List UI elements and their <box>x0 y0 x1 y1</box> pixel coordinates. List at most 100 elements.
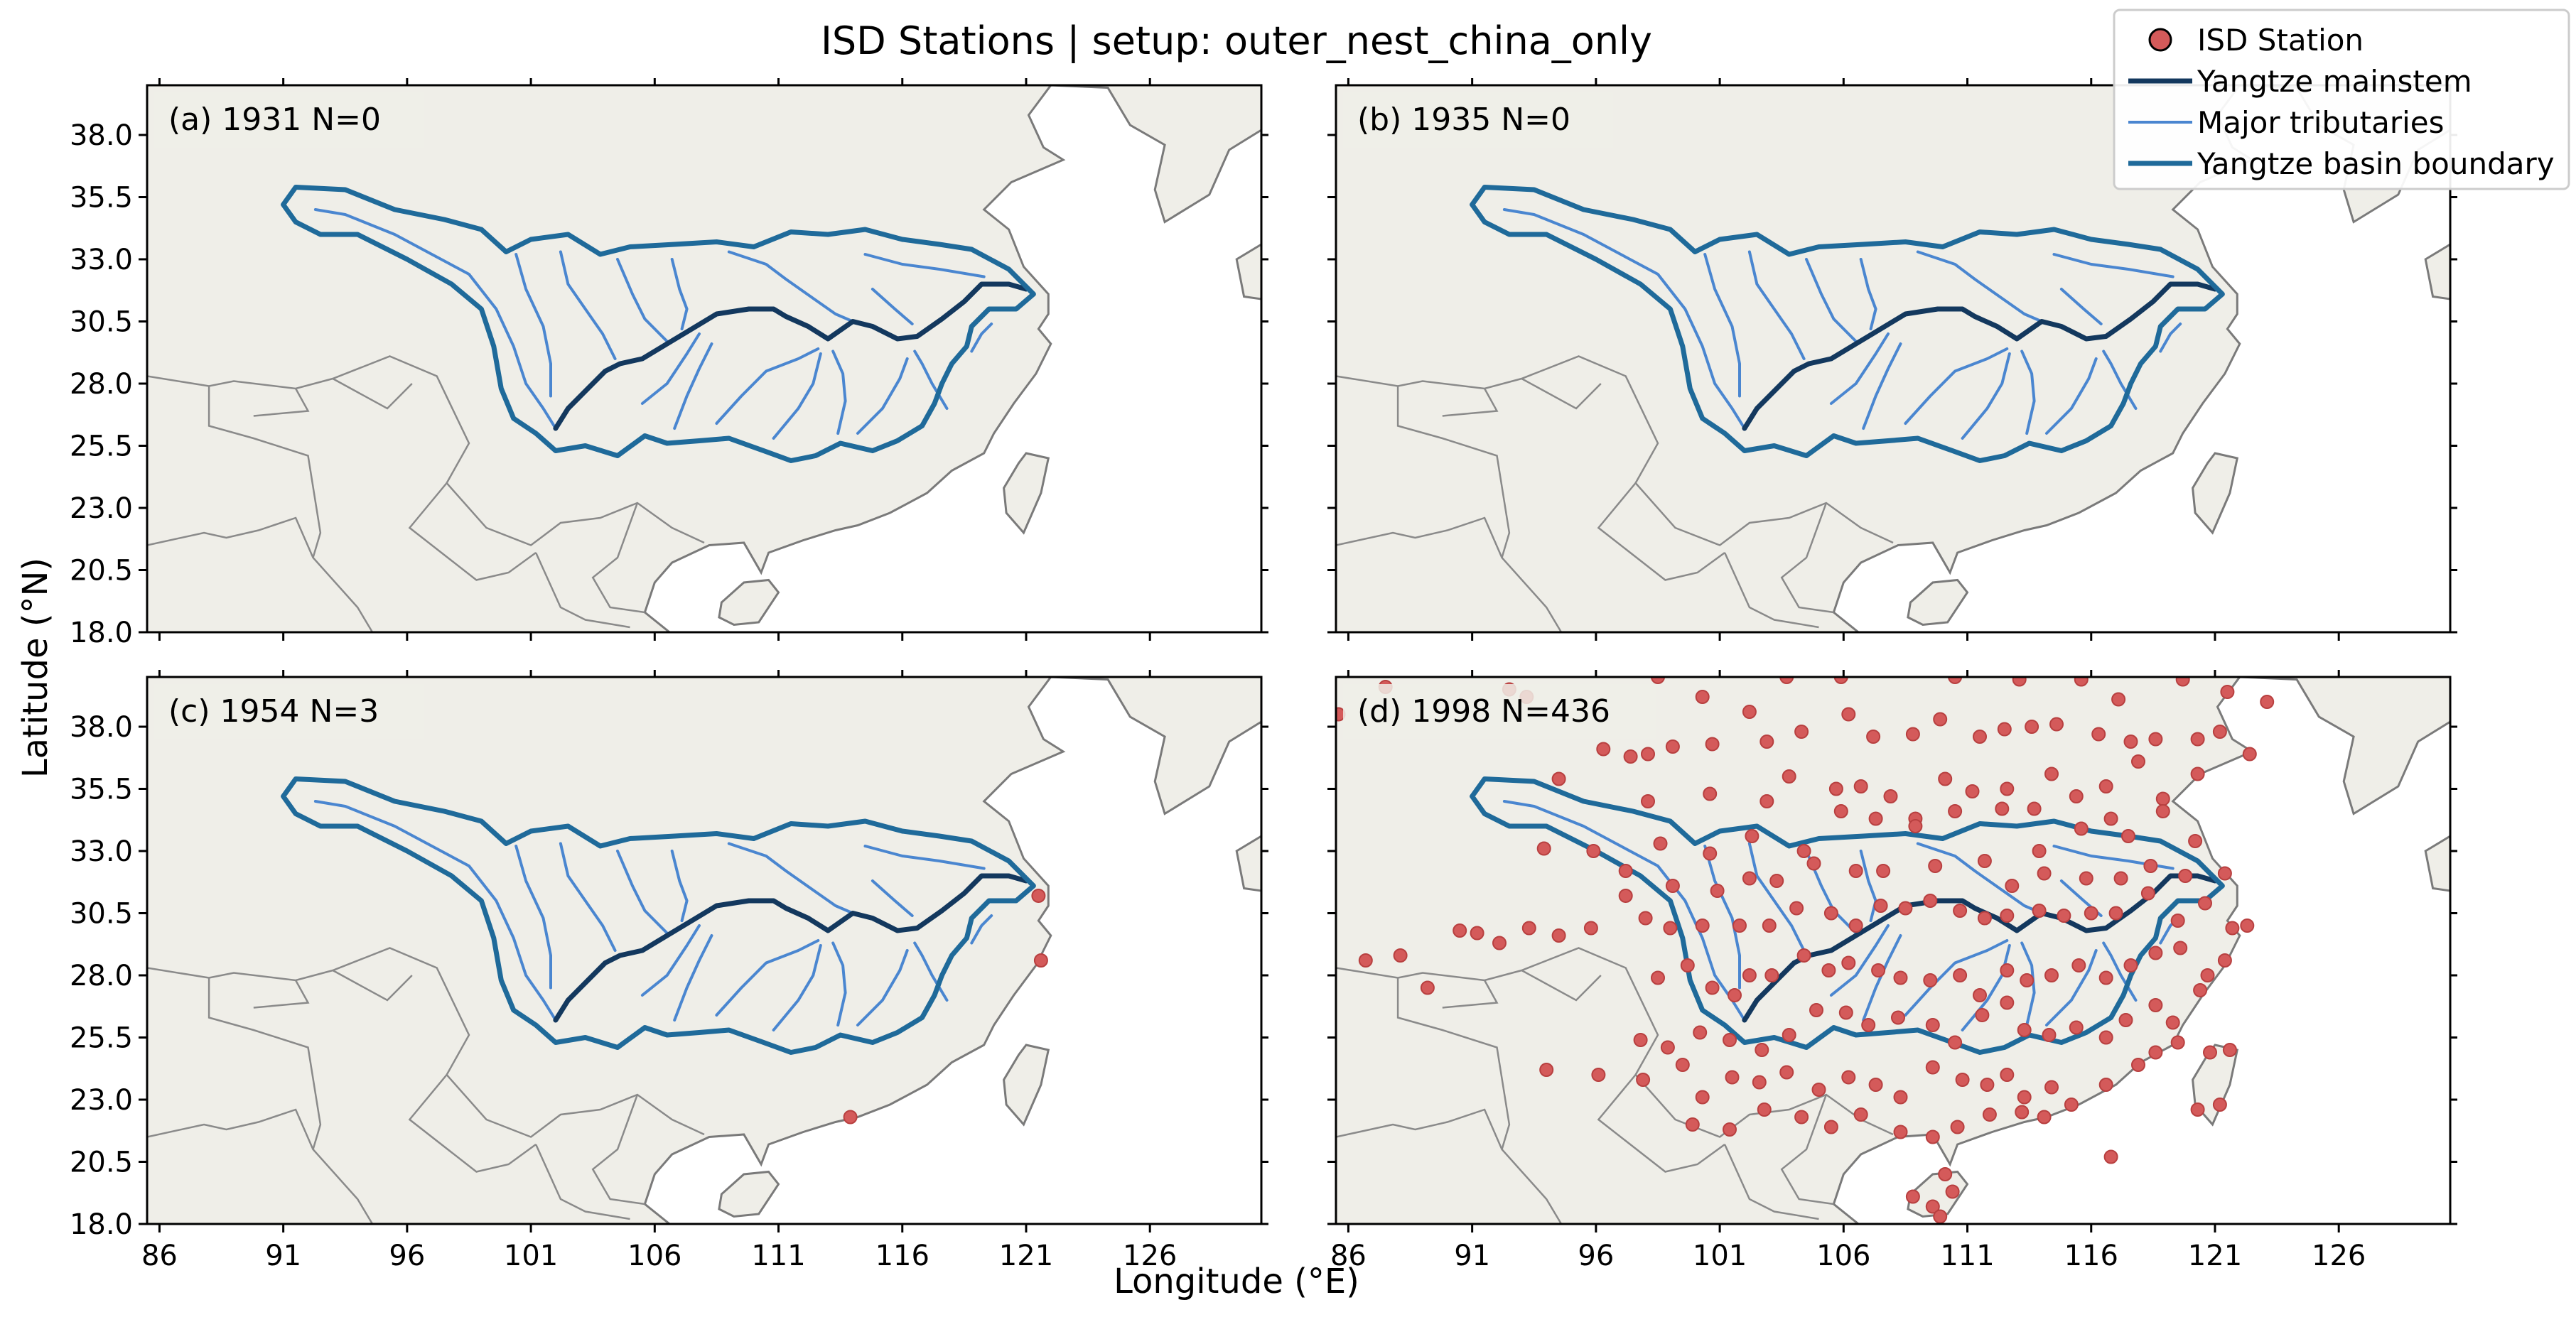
station-point <box>1796 948 1811 963</box>
station-point <box>2042 1028 2057 1042</box>
x-tick-label: 116 <box>875 1240 929 1272</box>
station-point <box>2190 732 2205 747</box>
station-point <box>1723 1122 1737 1137</box>
tributary-line <box>1703 253 1741 398</box>
y-tick-label: 18.0 <box>70 617 133 649</box>
station-point <box>1710 884 1725 898</box>
x-tick-label: 91 <box>1454 1240 1490 1272</box>
island-japan <box>2424 243 2450 300</box>
station-point <box>1663 921 1678 936</box>
station-point <box>1641 794 1655 808</box>
station-point <box>1868 1078 1883 1092</box>
tributary-line <box>871 288 914 325</box>
map-panel-d: (d) 1998 N=436 86 91 96 101 106 111 116 121 126 <box>1327 670 2457 1272</box>
station-point <box>2123 735 2138 749</box>
y-tick-label: 30.5 <box>70 306 133 339</box>
station-point <box>1891 1010 1905 1025</box>
panel-label: (c) 1954 N=3 <box>168 693 379 730</box>
station-point <box>2091 727 2106 742</box>
y-tick-label: 23.0 <box>70 492 133 525</box>
station-point <box>1841 1070 1856 1085</box>
station-point <box>2170 914 2185 928</box>
station-point <box>1742 705 1757 719</box>
station-point <box>2044 1080 2059 1095</box>
panel-label-box <box>1343 92 1613 148</box>
station-point <box>1680 958 1695 972</box>
station-point <box>2240 919 2255 933</box>
tributary-line <box>1703 845 1741 990</box>
y-tick-label: 38.0 <box>70 119 133 152</box>
station-point <box>1551 928 1566 943</box>
map-panel-a: (a) 1931 N=0 18.0 20.5 23.0 25.5 28.0 30.5 33.0… <box>70 78 1268 649</box>
station-point <box>1873 899 1888 913</box>
station-point <box>1470 926 1484 941</box>
station-point <box>1905 1189 1920 1204</box>
x-tick-label: 86 <box>1330 1240 1367 1272</box>
tributary-line <box>1502 208 1746 430</box>
legend: ISD Station Yangtze mainstem Major tribu… <box>2113 9 2570 190</box>
station-point <box>2188 834 2203 848</box>
station-point <box>2069 1020 2084 1035</box>
axes-frame <box>1335 84 2452 634</box>
station-point <box>1898 901 1913 916</box>
tributary-line <box>856 949 909 1026</box>
station-point <box>2098 970 2113 985</box>
station-point <box>2148 998 2163 1012</box>
station-point <box>1938 771 1953 786</box>
country-border <box>1336 355 1894 546</box>
station-point <box>2143 859 2158 873</box>
tributary-line <box>2045 949 2098 1026</box>
y-tick-label: 20.5 <box>70 555 133 587</box>
axes-frame <box>146 676 1263 1225</box>
station-point <box>1539 1063 1554 1077</box>
island-hainan <box>1907 1170 1969 1218</box>
station-point <box>2113 871 2128 886</box>
panel-label: (a) 1931 N=0 <box>168 102 381 138</box>
station-point <box>1923 894 1938 908</box>
country-border <box>147 1108 374 1224</box>
station-point <box>1492 936 1507 950</box>
station-point <box>2020 973 2035 987</box>
station-point <box>1675 1058 1690 1072</box>
station-point <box>1794 725 1809 739</box>
station-point <box>2111 692 2126 707</box>
station-point <box>1623 749 1638 764</box>
station-point <box>1705 980 1720 995</box>
tributary-line <box>616 850 669 935</box>
tributary-line <box>1829 332 1890 405</box>
station-point <box>2212 1098 2227 1112</box>
station-point <box>1997 722 2012 737</box>
country-border <box>591 1094 645 1205</box>
station-point <box>1695 1090 1710 1105</box>
station-point <box>2170 1035 2185 1050</box>
station-point <box>1866 730 1881 744</box>
station-point <box>1841 707 1856 722</box>
y-tick-label: 23.0 <box>70 1084 133 1117</box>
tributary-line <box>831 941 847 1026</box>
x-tick-label: 96 <box>1578 1240 1614 1272</box>
x-axis-label: Longitude (°E) <box>1114 1262 1359 1301</box>
tributary-line <box>1829 924 1890 997</box>
station-point <box>1796 844 1811 858</box>
tributary-line <box>2045 357 2098 435</box>
station-point <box>2032 844 2047 858</box>
tributary-line <box>970 323 993 353</box>
station-point <box>2015 1105 2030 1120</box>
station-point <box>1821 963 1836 977</box>
mainstem-line <box>553 873 1029 1023</box>
country-border <box>1336 516 1563 632</box>
station-point <box>1789 901 1804 916</box>
station-point <box>1779 1065 1794 1080</box>
station-point <box>1853 1107 1868 1122</box>
station-point <box>1742 871 1757 886</box>
map-content <box>147 85 1261 632</box>
y-tick-label: 33.0 <box>70 835 133 868</box>
station-point <box>843 1110 858 1125</box>
map-content <box>1336 85 2450 632</box>
tributary-line <box>831 350 847 435</box>
station-point <box>2217 953 2232 968</box>
tributary-line <box>1747 250 1806 360</box>
station-point <box>2148 946 2163 960</box>
station-point <box>1703 846 1718 861</box>
y-tick-label: 18.0 <box>70 1208 133 1241</box>
